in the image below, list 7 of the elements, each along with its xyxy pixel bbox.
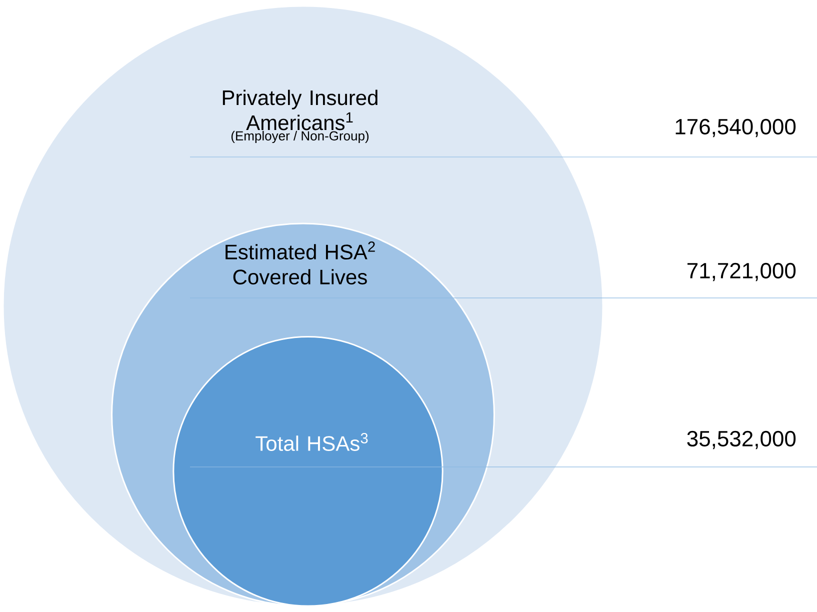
category-label: Privately Insured Americans$^{1}$ — [222, 90, 378, 130]
data-label: 176,540,000 — [676, 118, 796, 138]
text: (Employer / Non-Group) — [231, 130, 369, 144]
data-label: 35,532,000 — [687, 430, 796, 450]
data-label: 71,721,000 — [687, 262, 796, 282]
category-label: Estimated HSA$^{2}$ Covered Lives — [226, 241, 375, 284]
category-label: Total HSAs$^{3}$ — [256, 432, 368, 451]
